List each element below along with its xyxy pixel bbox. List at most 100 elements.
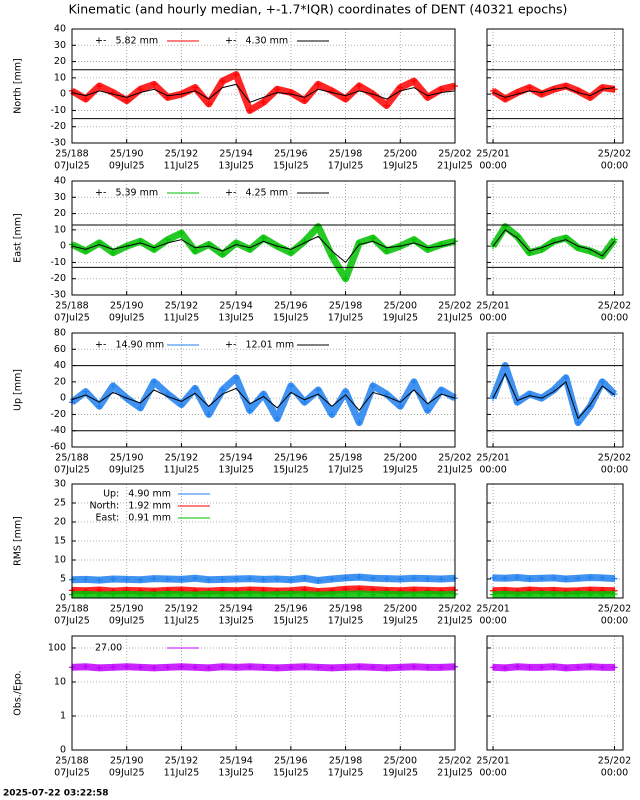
point-marker [151, 575, 158, 582]
y-tick-label: -60 [50, 442, 66, 453]
figure-title: Kinematic (and hourly median, +-1.7*IQR)… [69, 2, 568, 17]
x-tick-date: 13Jul25 [218, 616, 254, 627]
point-marker [397, 591, 404, 598]
x-tick-label: 25/196 [274, 453, 307, 464]
point-marker [502, 575, 509, 582]
point-marker [137, 86, 144, 93]
point-marker [137, 404, 144, 411]
x-tick-label: 25/201 [476, 453, 509, 464]
point-marker [611, 391, 618, 398]
point-marker [260, 99, 267, 106]
x-tick-date: 17Jul25 [328, 465, 364, 476]
series-line [71, 235, 456, 264]
point-marker [490, 574, 497, 581]
point-marker [424, 664, 431, 671]
point-marker [274, 86, 281, 93]
point-marker [246, 575, 253, 582]
plot-frame [71, 332, 456, 448]
point-marker [137, 591, 144, 598]
y-tick-label: 40 [54, 360, 66, 371]
point-marker [164, 664, 171, 671]
point-marker [599, 574, 606, 581]
point-marker [514, 591, 521, 598]
y-tick-label: -40 [50, 425, 66, 436]
x-tick-date: 11Jul25 [164, 161, 200, 172]
plot-frame [71, 483, 456, 599]
x-tick-date: 00:00 [479, 313, 506, 324]
point-marker [219, 663, 226, 670]
x-tick-date: 11Jul25 [164, 465, 200, 476]
y-tick-label: -30 [50, 290, 66, 301]
point-marker [301, 97, 308, 104]
point-marker [438, 86, 445, 93]
x-tick-label: 25/200 [384, 149, 417, 160]
point-marker [315, 387, 322, 393]
x-tick-label: 25/192 [165, 301, 198, 312]
x-tick-label: 25/190 [110, 453, 143, 464]
x-tick-label: 25/190 [110, 301, 143, 312]
point-marker [82, 663, 89, 670]
point-marker [611, 86, 618, 93]
point-marker [369, 575, 376, 582]
point-marker [587, 663, 594, 670]
x-tick-date: 21Jul25 [437, 313, 473, 324]
point-marker [410, 591, 417, 598]
point-marker [410, 378, 417, 385]
point-marker [205, 664, 212, 671]
point-marker [301, 575, 308, 582]
point-marker [575, 419, 582, 426]
point-marker [356, 419, 363, 426]
point-marker [490, 243, 497, 250]
point-marker [383, 248, 390, 255]
x-tick-label: 25/198 [329, 301, 362, 312]
point-marker [219, 591, 226, 598]
point-marker [233, 591, 240, 598]
x-tick-label: 25/201 [476, 149, 509, 160]
y-tick-label: 60 [54, 344, 66, 355]
x-tick-label: 25/196 [274, 604, 307, 615]
plot-frame [486, 180, 624, 296]
x-tick-date: 21Jul25 [437, 161, 473, 172]
point-marker [219, 576, 226, 583]
point-marker [550, 574, 557, 581]
y-tick-label: 30 [54, 192, 66, 203]
x-tick-label: 25/188 [55, 756, 88, 767]
point-marker [274, 415, 281, 422]
point-marker [151, 81, 158, 88]
point-marker [192, 84, 199, 91]
x-tick-label: 25/188 [55, 301, 88, 312]
point-marker [233, 374, 240, 381]
y-tick-label: -10 [50, 105, 66, 116]
legend-label: +- 4.25 mm [225, 188, 288, 199]
point-marker [397, 576, 404, 582]
x-tick-label: 25/188 [55, 149, 88, 160]
point-marker [538, 591, 545, 598]
x-tick-label: 25/202 [598, 453, 631, 464]
x-tick-label: 25/202 [438, 604, 471, 615]
y-tick-label: -20 [50, 273, 66, 284]
point-marker [260, 576, 267, 583]
point-marker [315, 591, 322, 598]
legend-label: North: 1.92 mm [89, 501, 171, 512]
point-marker [397, 664, 404, 671]
x-tick-label: 25/198 [329, 604, 362, 615]
legend-label: 27.00 [95, 643, 122, 654]
x-tick-date: 21Jul25 [437, 616, 473, 627]
point-marker [550, 591, 557, 598]
x-tick-date: 09Jul25 [109, 161, 145, 172]
point-marker [178, 401, 185, 408]
timestamp: 2025-07-22 03:22:58 [3, 789, 108, 799]
point-marker [383, 591, 390, 598]
point-marker [342, 388, 349, 395]
point-marker [410, 78, 417, 85]
point-marker [274, 576, 281, 582]
point-marker [526, 575, 533, 582]
point-marker [82, 591, 89, 598]
point-marker [274, 591, 281, 598]
x-tick-label: 25/192 [165, 604, 198, 615]
point-marker [205, 576, 212, 583]
point-marker [438, 664, 445, 671]
x-tick-date: 19Jul25 [382, 616, 418, 627]
point-marker [110, 249, 117, 256]
x-tick-label: 25/200 [384, 604, 417, 615]
